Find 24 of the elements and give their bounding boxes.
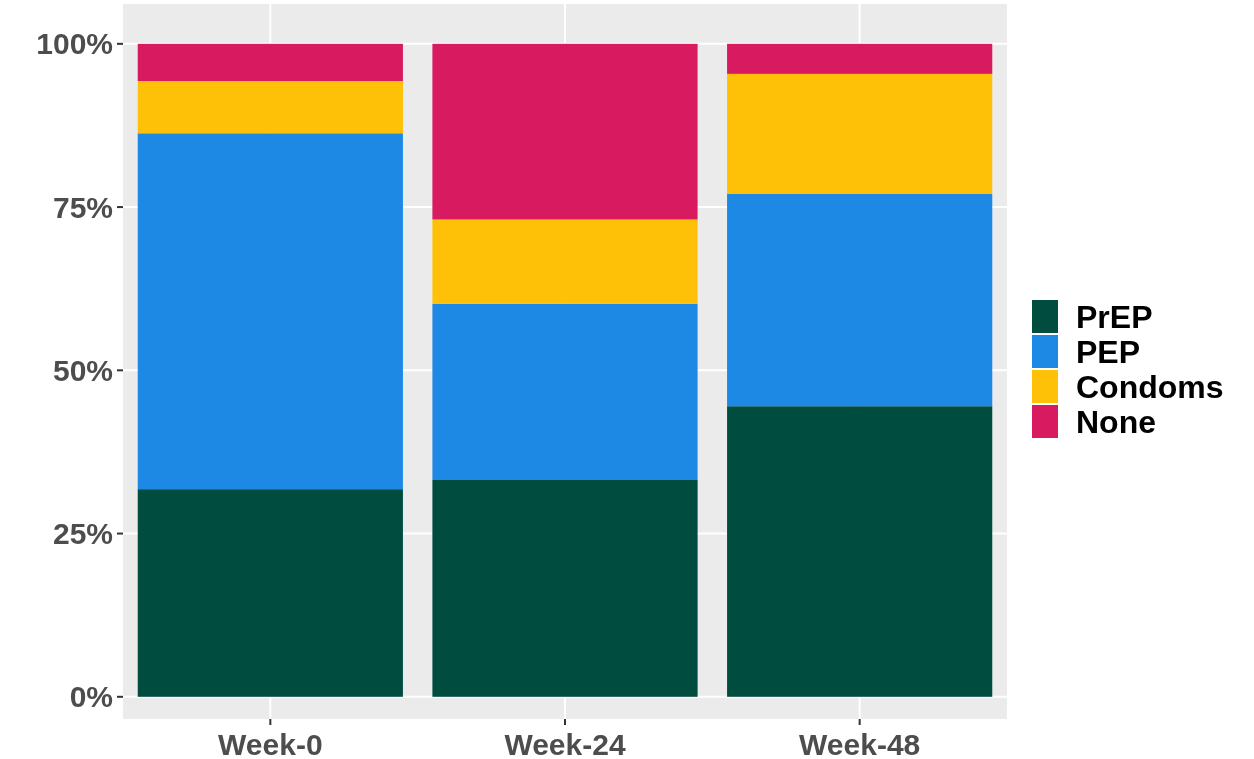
bar bbox=[727, 43, 993, 74]
bar bbox=[137, 489, 403, 697]
bar bbox=[432, 303, 698, 480]
y-tick-label: 50% bbox=[52, 353, 113, 387]
y-tick-label: 100% bbox=[36, 27, 113, 61]
bar bbox=[432, 43, 698, 220]
legend-label: Condoms bbox=[1076, 369, 1224, 406]
bar bbox=[432, 479, 698, 697]
legend-label: PrEP bbox=[1076, 299, 1153, 336]
y-tick-label: 25% bbox=[52, 517, 113, 551]
x-tick-label: Week-24 bbox=[504, 728, 626, 759]
x-tick-label: Week-0 bbox=[218, 728, 323, 759]
legend-label: None bbox=[1076, 404, 1156, 441]
x-tick-label: Week-48 bbox=[799, 728, 921, 759]
bar bbox=[137, 81, 403, 134]
bar bbox=[727, 194, 993, 407]
bar bbox=[137, 133, 403, 490]
bar bbox=[727, 406, 993, 697]
y-tick-label: 0% bbox=[69, 680, 113, 714]
y-tick-label: 75% bbox=[52, 190, 113, 224]
legend-label: PEP bbox=[1076, 334, 1141, 371]
bar bbox=[727, 73, 993, 195]
bar bbox=[137, 43, 403, 82]
bar bbox=[432, 219, 698, 304]
